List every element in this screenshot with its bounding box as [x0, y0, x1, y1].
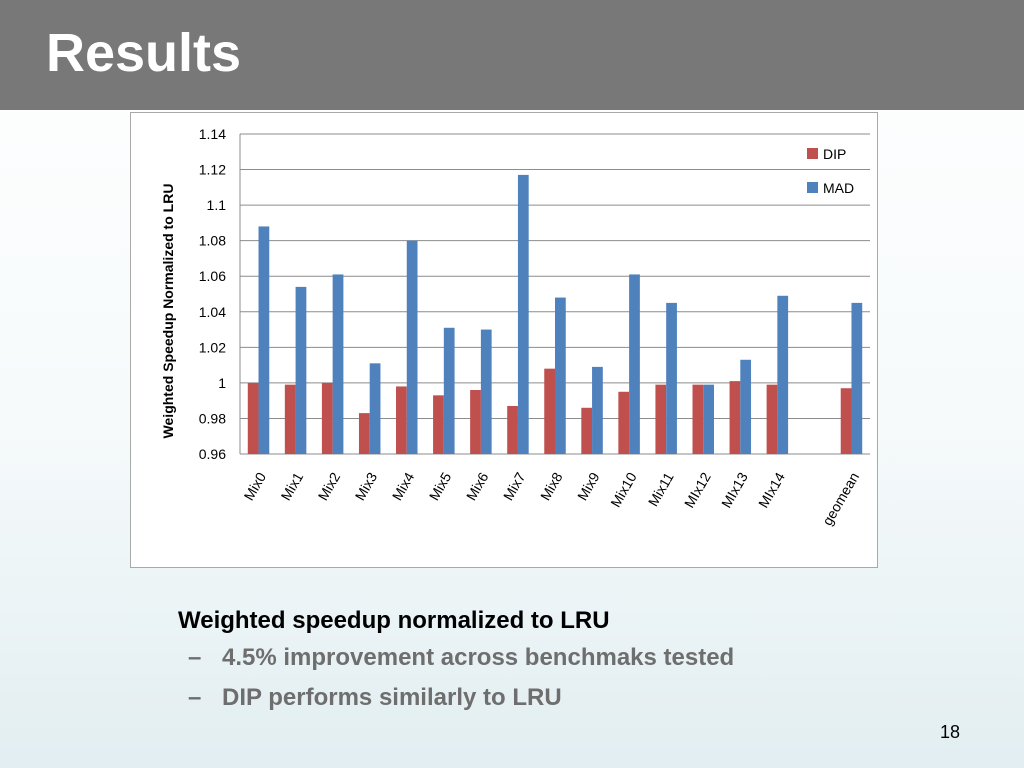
x-tick-label: Mix4 [389, 469, 418, 503]
y-tick-label: 1.06 [199, 268, 226, 284]
bar-mad-mix4 [406, 240, 418, 454]
page-number: 18 [939, 722, 961, 742]
dash-marker: – [188, 644, 202, 671]
legend: DIP MAD [807, 146, 854, 196]
dash-marker: – [188, 684, 202, 711]
y-tick-label: 1.12 [199, 162, 226, 178]
bar-mad-mix6 [480, 329, 492, 454]
x-tick-label: Mix11 [645, 469, 677, 509]
bar-mad-mix9 [592, 366, 603, 454]
y-tick-label: 1.1 [207, 197, 227, 213]
y-axis-label: Weighted Speedup Normalized to LRU [160, 184, 176, 439]
bar-dip-mix11 [655, 384, 667, 454]
x-tick-label: Mix9 [574, 469, 603, 503]
y-tick-label: 1.14 [199, 126, 226, 142]
bar-dip-mix1 [284, 384, 296, 454]
y-tick-labels: 1.14 1.12 1.1 1.08 1.06 1.04 1.02 1 0.98 0.96 [199, 126, 226, 462]
bar-dip-mix5 [433, 395, 444, 454]
x-tick-label: Mix1 [278, 469, 307, 503]
x-tick-label: MIx12 [681, 469, 714, 510]
bar-chart: 1.14 1.12 1.1 1.08 1.06 1.04 1.02 1 0.98 0.96 Mix… [160, 126, 870, 528]
legend-swatch-mad [807, 182, 818, 193]
bar-dip-mix13 [729, 381, 741, 454]
chart-container: 1.14 1.12 1.1 1.08 1.06 1.04 1.02 1 0.98 0.96 Mix… [130, 112, 878, 568]
x-tick-label: Mix10 [607, 469, 640, 510]
x-tick-label: Mix0 [240, 469, 269, 503]
legend-swatch-dip [807, 148, 818, 159]
x-tick-labels: Mix0 Mix1 Mix2 Mix3 Mix4 Mix5 Mix6 Mix7 Mix8 Mix9… [240, 469, 862, 528]
bar-mad-mix3 [369, 363, 381, 454]
x-tick-label: MIx13 [718, 469, 751, 510]
y-tick-label: 1.02 [199, 339, 226, 355]
y-tick-label: 0.98 [199, 410, 226, 426]
bar-mad-mix10 [629, 274, 640, 454]
bar-mad-mix7 [517, 174, 529, 454]
bar-dip-geomean [840, 388, 852, 454]
y-tick-label: 1 [218, 375, 226, 391]
bar-dip-mix3 [358, 413, 370, 454]
x-tick-label: Mix7 [500, 469, 529, 503]
x-tick-label: geomean [819, 470, 862, 529]
x-tick-label: Mix3 [352, 469, 381, 503]
slide-title: Results [46, 23, 242, 83]
bar-mad-mix14 [777, 295, 789, 454]
bar-dip-mix8 [544, 368, 555, 454]
bar-mad-mix2 [332, 274, 344, 454]
bar-mad-mix13 [740, 359, 752, 454]
bar-mad-mix12 [703, 384, 714, 454]
y-tick-label: 0.96 [199, 446, 226, 462]
legend-label-mad: MAD [823, 180, 854, 196]
bar-mad-mix8 [555, 297, 566, 454]
bar-dip-mix0 [247, 382, 259, 454]
legend-label-dip: DIP [823, 146, 846, 162]
y-tick-label: 1.08 [199, 233, 226, 249]
x-tick-label: Mix8 [537, 469, 566, 503]
bullet-list: Weighted speedup normalized to LRU –4.5%… [178, 604, 978, 718]
title-bar: Results [0, 0, 1024, 110]
bullet-sub-1: –4.5% improvement across benchmaks teste… [178, 638, 978, 678]
bar-mad-mix5 [443, 327, 455, 454]
y-tick-label: 1.04 [199, 304, 226, 320]
bullet-sub-1-text: 4.5% improvement across benchmaks tested [222, 644, 735, 671]
bars [247, 174, 863, 454]
x-tick-label: Mix6 [463, 469, 492, 503]
bullet-sub-2: – DIP performs similarly to LRU [178, 678, 978, 718]
bar-dip-mix2 [321, 382, 333, 454]
bar-dip-mix9 [581, 407, 593, 454]
bullet-sub-2-text: DIP performs similarly to LRU [222, 684, 562, 711]
bar-dip-mix12 [692, 384, 704, 454]
bar-dip-mix10 [618, 391, 630, 454]
bar-dip-mix14 [766, 384, 778, 454]
bar-mad-mix11 [666, 302, 677, 454]
bar-mad-mix0 [258, 226, 270, 454]
x-tick-label: Mix2 [315, 469, 344, 503]
bar-mad-geomean [851, 302, 863, 454]
bullet-main: Weighted speedup normalized to LRU [178, 607, 610, 634]
x-tick-label: Mix5 [426, 469, 455, 503]
x-tick-label: MIx14 [755, 469, 788, 510]
bar-dip-mix4 [396, 386, 407, 454]
bar-dip-mix7 [507, 406, 518, 454]
bar-mad-mix1 [295, 286, 307, 454]
bar-dip-mix6 [470, 390, 481, 454]
